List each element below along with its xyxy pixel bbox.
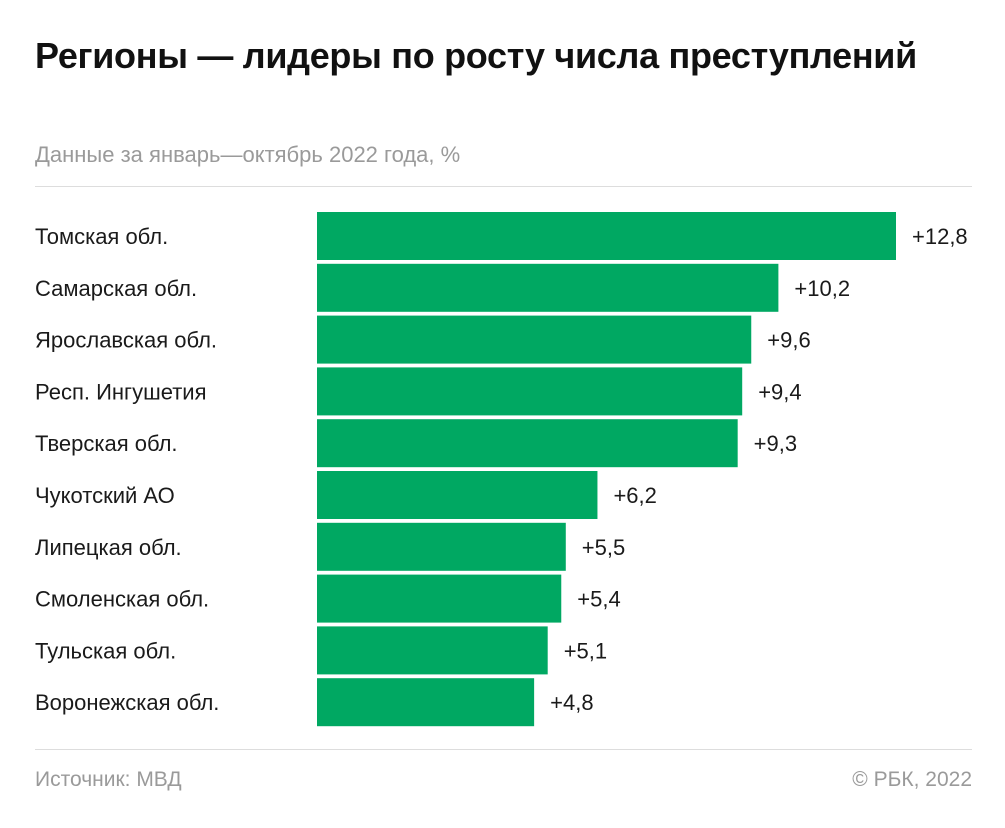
value-label: +4,8 [550, 690, 593, 715]
chart-title: Регионы — лидеры по росту числа преступл… [35, 35, 917, 76]
category-label: Липецкая обл. [35, 535, 182, 560]
bar [317, 263, 779, 312]
category-label: Тульская обл. [35, 638, 176, 663]
value-label: +5,4 [577, 587, 620, 612]
bar [317, 678, 535, 727]
chart-subtitle: Данные за январь—октябрь 2022 года, % [35, 142, 461, 167]
value-label: +5,1 [564, 638, 607, 663]
category-label: Респ. Ингушетия [35, 379, 207, 404]
category-label: Ярославская обл. [35, 328, 217, 353]
bar [317, 471, 598, 519]
value-label: +10,2 [794, 276, 850, 301]
value-label: +9,4 [758, 379, 801, 404]
copyright-note: © РБК, 2022 [852, 768, 972, 791]
category-label: Чукотский АО [35, 483, 175, 508]
bar [317, 315, 752, 364]
category-label: Самарская обл. [35, 276, 197, 301]
value-label: +6,2 [613, 483, 656, 508]
bottom-divider [35, 749, 972, 750]
bar [317, 212, 896, 260]
value-label: +9,3 [754, 431, 797, 456]
bar [317, 626, 548, 675]
top-divider [35, 186, 972, 187]
value-label: +5,5 [582, 535, 625, 560]
bar [317, 367, 743, 416]
value-label: +9,6 [767, 328, 810, 353]
bar-chart: Томская обл. +12,8 Самарская обл. +10,2 Ярос… [35, 212, 968, 727]
category-label: Томская обл. [35, 224, 168, 249]
bar [317, 574, 562, 623]
category-label: Воронежская обл. [35, 690, 219, 715]
bar [317, 522, 566, 571]
bar [317, 419, 738, 468]
source-note: Источник: МВД [35, 768, 182, 791]
value-label: +12,8 [912, 224, 968, 249]
category-label: Тверская обл. [35, 431, 178, 456]
category-label: Смоленская обл. [35, 587, 209, 612]
